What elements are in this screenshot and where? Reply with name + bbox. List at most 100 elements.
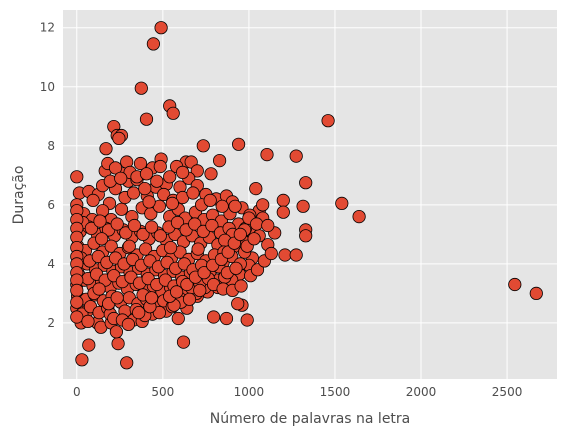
x-tick-label: 500 bbox=[151, 385, 174, 399]
scatter-point bbox=[166, 106, 180, 120]
scatter-point bbox=[70, 170, 84, 184]
scatter-point bbox=[289, 149, 303, 163]
scatter-point bbox=[278, 248, 292, 262]
scatter-point bbox=[249, 182, 263, 196]
scatter-point bbox=[197, 266, 211, 280]
y-tick-label: 2 bbox=[47, 316, 55, 330]
scatter-point bbox=[139, 167, 154, 181]
scatter-point bbox=[95, 232, 109, 246]
scatter-point bbox=[264, 246, 278, 261]
scatter-point bbox=[335, 196, 349, 210]
x-tick-label: 0 bbox=[73, 385, 81, 399]
scatter-point bbox=[70, 310, 84, 324]
scatter-point bbox=[352, 210, 366, 224]
scatter-point bbox=[240, 313, 254, 327]
scatter-point bbox=[233, 227, 247, 241]
scatter-point bbox=[247, 232, 261, 246]
scatter-point bbox=[99, 142, 113, 156]
scatter-point bbox=[82, 338, 96, 352]
scatter-point bbox=[228, 199, 242, 213]
scatter-point bbox=[215, 199, 229, 213]
scatter-point bbox=[205, 218, 219, 233]
scatter-point bbox=[180, 277, 194, 292]
scatter-point bbox=[109, 325, 124, 339]
scatter-point bbox=[139, 112, 154, 126]
scatter-point bbox=[250, 263, 265, 277]
scatter-point bbox=[204, 167, 218, 181]
scatter-point bbox=[145, 291, 159, 305]
scatter-point bbox=[529, 286, 543, 300]
scatter-point bbox=[127, 218, 141, 233]
scatter-point bbox=[84, 221, 99, 235]
scatter-point bbox=[176, 335, 191, 349]
scatter-point bbox=[108, 161, 123, 175]
scatter-point bbox=[127, 186, 141, 200]
scatter-point bbox=[121, 317, 135, 331]
scatter-point bbox=[114, 171, 128, 185]
scatter-point bbox=[261, 218, 275, 233]
scatter-point bbox=[152, 305, 166, 320]
scatter-point bbox=[111, 336, 125, 351]
scatter-point bbox=[229, 261, 243, 275]
scatter-point bbox=[93, 214, 107, 228]
x-tick-label: 2000 bbox=[406, 385, 437, 399]
scatter-point bbox=[70, 283, 84, 297]
y-tick-labels: 2 4 6 8 10 12 bbox=[40, 21, 55, 330]
scatter-point bbox=[260, 148, 274, 162]
scatter-point bbox=[213, 154, 227, 168]
data-points bbox=[70, 21, 543, 370]
scatter-point bbox=[153, 229, 167, 243]
scatter-point bbox=[207, 310, 221, 324]
scatter-point bbox=[138, 182, 152, 196]
scatter-point bbox=[146, 37, 160, 51]
scatter-point bbox=[139, 242, 153, 256]
scatter-point bbox=[114, 202, 129, 216]
scatter-point bbox=[508, 277, 522, 292]
y-axis-label: Duração bbox=[11, 166, 27, 225]
scatter-point bbox=[134, 81, 148, 95]
scatter-point bbox=[86, 193, 100, 207]
scatter-point bbox=[110, 291, 124, 305]
y-tick-label: 4 bbox=[47, 257, 55, 271]
scatter-point bbox=[203, 193, 217, 207]
scatter-point bbox=[193, 283, 207, 297]
scatter-point bbox=[122, 239, 136, 253]
x-tick-label: 1500 bbox=[320, 385, 351, 399]
scatter-point bbox=[163, 170, 177, 184]
scatter-point bbox=[81, 314, 95, 328]
scatter-point bbox=[132, 305, 146, 320]
scatter-point bbox=[110, 217, 124, 231]
scatter-point bbox=[154, 21, 168, 35]
scatter-point bbox=[133, 156, 148, 171]
scatter-point bbox=[157, 187, 171, 202]
scatter-point bbox=[164, 241, 178, 255]
scatter-point bbox=[104, 239, 118, 253]
scatter-point bbox=[196, 139, 210, 153]
scatter-point bbox=[219, 311, 234, 326]
scatter-point bbox=[150, 174, 164, 188]
scatter-point bbox=[289, 248, 303, 262]
scatter-point bbox=[92, 282, 106, 296]
scatter-point bbox=[299, 229, 313, 243]
scatter-point bbox=[256, 198, 270, 212]
scatter-point bbox=[321, 114, 335, 128]
y-tick-label: 6 bbox=[47, 198, 55, 212]
x-tick-labels: 0 500 1000 1500 2000 2500 bbox=[73, 385, 522, 399]
scatter-point bbox=[276, 193, 290, 207]
scatter-point bbox=[176, 165, 190, 179]
scatter-point bbox=[112, 131, 126, 145]
scatter-point bbox=[165, 196, 179, 210]
scatter-point bbox=[190, 164, 204, 178]
scatter-point bbox=[299, 176, 313, 190]
y-tick-label: 12 bbox=[40, 21, 55, 35]
scatter-point bbox=[170, 285, 184, 299]
scatter-point bbox=[182, 292, 197, 306]
scatter-point bbox=[186, 186, 200, 200]
scatter-point bbox=[153, 159, 167, 174]
scatter-point bbox=[188, 217, 202, 231]
scatter-point bbox=[296, 199, 310, 213]
scatter-point bbox=[75, 353, 89, 367]
scatter-point bbox=[136, 227, 150, 241]
scatter-point bbox=[145, 220, 159, 234]
